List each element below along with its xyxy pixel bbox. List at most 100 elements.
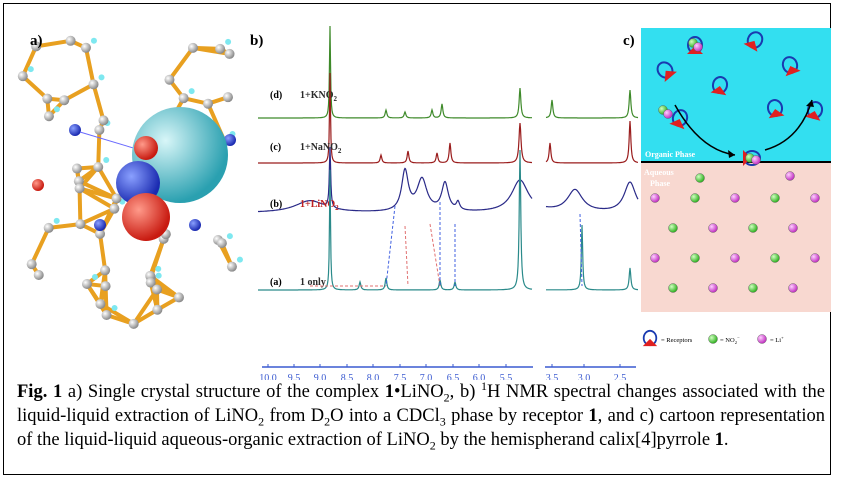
nitrite-ion [770, 193, 780, 203]
arrowhead [728, 150, 735, 158]
atom [151, 284, 162, 295]
lithium-ion [810, 193, 820, 203]
shift-connector [404, 225, 409, 287]
shift-connector [429, 223, 441, 287]
atom [74, 183, 85, 194]
bond [20, 74, 50, 101]
atom [59, 95, 70, 106]
hydrogen [155, 265, 162, 272]
x-tick-label: 10.0 [259, 373, 277, 380]
atom [226, 261, 237, 272]
legend-label-run: 2 [735, 340, 737, 345]
legend-label: = Receptors [661, 337, 693, 344]
atom [98, 115, 109, 126]
bond [96, 164, 119, 201]
atom [224, 48, 235, 59]
panel-label: b) [250, 33, 263, 49]
receptor-cap [804, 110, 821, 121]
receptor [656, 61, 677, 83]
x-tick-label: 5.5 [500, 373, 513, 380]
atom [203, 98, 214, 109]
hydrogen [90, 37, 97, 44]
legend-label-run: + [781, 335, 784, 340]
atom [164, 74, 175, 85]
bond [62, 82, 96, 103]
atom [42, 93, 53, 104]
receptor-cap [768, 108, 785, 119]
atom [72, 163, 83, 174]
spectrum-label-run: 1+LiNO [300, 199, 335, 210]
nitrite-ion [668, 223, 678, 233]
atom [187, 42, 198, 53]
lithium-ion [757, 334, 767, 344]
nitrite-ion [668, 283, 678, 293]
bond [34, 38, 73, 49]
panel-label: a) [30, 33, 43, 49]
nitrite-ion [690, 193, 700, 203]
lithium-ion [708, 283, 718, 293]
x-tick-label: 3.0 [578, 373, 591, 380]
spectrum-label-run: 1+KNO [300, 90, 334, 101]
caption-run: . [723, 430, 729, 450]
hydrogen [155, 272, 162, 279]
spectrum [258, 72, 638, 164]
atom [73, 176, 84, 187]
legend-label-run: = NO [720, 337, 735, 344]
nitrogen [94, 219, 106, 231]
nitrite-o [134, 136, 158, 160]
caption-run: 3 [439, 414, 446, 429]
lithium-ion [788, 283, 798, 293]
bond [46, 222, 83, 230]
bond [20, 44, 39, 79]
atom [94, 124, 105, 135]
caption-run: , b) [449, 382, 481, 402]
bond [29, 225, 51, 267]
atom [33, 269, 44, 280]
nitrite-ion [770, 253, 780, 263]
atom [93, 161, 104, 172]
receptor [743, 31, 764, 52]
caption-run: by the hemispherand calix[4]pyrrole [435, 430, 715, 450]
atom [26, 259, 37, 270]
x-tick-label: 3.5 [546, 373, 559, 380]
spectrum-letter: (b) [270, 199, 282, 210]
hydrogen [53, 106, 60, 113]
atom [111, 193, 122, 204]
spectrum-label-run: 1+NaNO [300, 142, 338, 153]
arrow [674, 104, 736, 156]
hydrogen [98, 74, 105, 81]
atom [145, 277, 156, 288]
atom [101, 309, 112, 320]
caption-run: H NMR spectral changes associated with t… [17, 382, 825, 426]
spectrum-letter: (a) [270, 277, 282, 288]
bond [91, 82, 106, 123]
lithium-ion [650, 193, 660, 203]
receptor-cap [664, 70, 677, 83]
receptor [804, 101, 824, 121]
caption-run: 1 [481, 378, 487, 393]
receptor [669, 109, 689, 130]
arrow [764, 99, 813, 151]
caption-run: •LiNO [394, 382, 444, 402]
atom [95, 228, 106, 239]
caption-run: from D [264, 406, 325, 426]
atom [17, 71, 28, 82]
legend-label: = Li+ [770, 335, 784, 344]
spectrum [258, 149, 638, 291]
bond [167, 45, 195, 82]
atom [173, 292, 184, 303]
x-tick-label: 8.0 [367, 373, 380, 380]
lithium-ion [730, 253, 740, 263]
atom [43, 222, 54, 233]
hydrogen [103, 156, 110, 163]
spectrum [258, 25, 639, 119]
lithium-ion [693, 42, 703, 52]
x-tick-label: 8.5 [341, 373, 354, 380]
atom [128, 318, 139, 329]
caption-run: 1 [384, 382, 395, 402]
phase-label: Organic Phase [645, 150, 695, 159]
lithium-ion [663, 109, 673, 119]
hydrogen [225, 38, 232, 45]
caption-run: 2 [258, 414, 265, 429]
phase-label: Aqueous [644, 168, 674, 177]
